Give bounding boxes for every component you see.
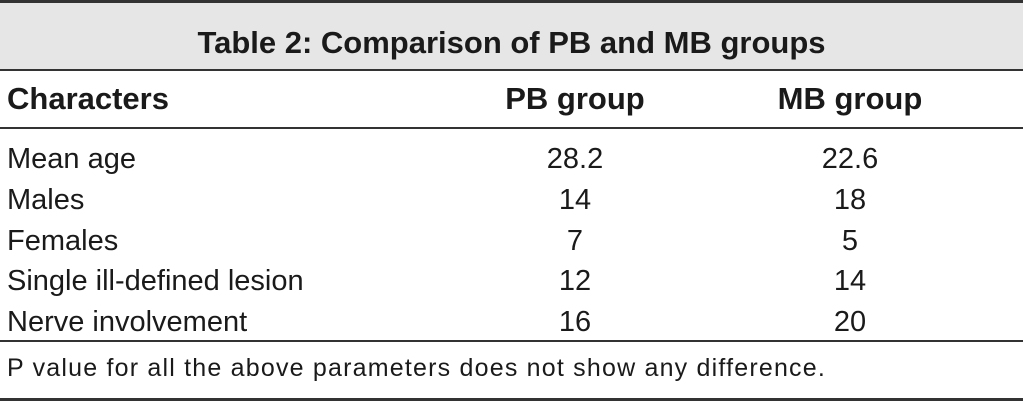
row-label: Females [7,224,119,257]
pb-value: 7 [566,224,584,257]
pb-value: 16 [558,306,592,339]
table-row: Males 14 18 [0,180,1023,221]
mb-value: 14 [833,265,867,298]
pb-value: 14 [558,183,592,216]
row-label: Mean age [7,143,136,175]
table-body: Mean age 28.2 22.6 Males 14 18 Females 7… [0,139,1023,343]
column-header-pb-group: PB group [505,81,645,116]
row-label: Nerve involvement [7,306,248,339]
row-label: Males [7,183,85,216]
header-divider [0,127,1023,129]
mb-value: 5 [841,224,859,257]
title-divider [0,69,1023,71]
mb-value: 20 [833,306,867,339]
table-row: Single ill-defined lesion 12 14 [0,261,1023,302]
table-row: Nerve involvement 16 20 [0,302,1023,343]
pb-value: 12 [558,265,592,298]
pb-value: 28.2 [546,143,604,175]
table-footnote: P value for all the above parameters doe… [7,354,827,382]
mb-value: 18 [833,183,867,216]
table-title-band: Table 2: Comparison of PB and MB groups [0,0,1023,69]
column-header-mb-group: MB group [777,81,923,116]
table-row: Females 7 5 [0,221,1023,262]
column-header-characters: Characters [7,81,169,116]
table-title: Table 2: Comparison of PB and MB groups [197,25,826,60]
row-label: Single ill-defined lesion [7,265,304,298]
footnote-divider [0,340,1023,342]
table-row: Mean age 28.2 22.6 [0,139,1023,180]
mb-value: 22.6 [821,143,879,175]
bottom-rule [0,398,1023,401]
